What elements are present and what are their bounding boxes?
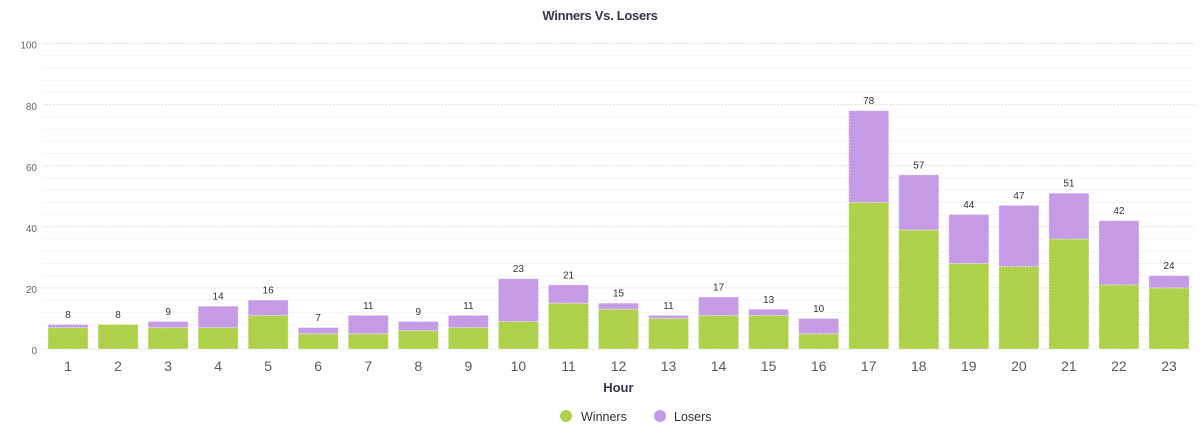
svg-text:57: 57 <box>913 160 925 171</box>
svg-text:78: 78 <box>863 96 875 107</box>
svg-text:47: 47 <box>1013 191 1025 202</box>
svg-text:Losers: Losers <box>674 410 712 424</box>
svg-text:11: 11 <box>561 358 576 374</box>
svg-text:3: 3 <box>164 358 172 374</box>
svg-text:15: 15 <box>613 289 625 300</box>
svg-text:42: 42 <box>1113 206 1125 217</box>
svg-text:14: 14 <box>711 358 727 374</box>
svg-text:7: 7 <box>364 358 372 374</box>
svg-text:8: 8 <box>414 358 422 374</box>
svg-text:40: 40 <box>26 224 38 235</box>
svg-text:23: 23 <box>513 264 525 275</box>
svg-text:Winners: Winners <box>581 410 627 424</box>
svg-text:13: 13 <box>763 295 775 306</box>
svg-text:21: 21 <box>1061 358 1077 374</box>
svg-text:18: 18 <box>911 358 927 374</box>
svg-text:0: 0 <box>31 346 37 357</box>
svg-text:11: 11 <box>663 301 674 312</box>
svg-text:10: 10 <box>511 358 527 374</box>
svg-text:19: 19 <box>961 358 977 374</box>
svg-text:5: 5 <box>264 358 272 374</box>
svg-text:24: 24 <box>1163 261 1175 272</box>
svg-text:9: 9 <box>165 307 171 318</box>
svg-text:23: 23 <box>1161 358 1177 374</box>
svg-text:21: 21 <box>563 270 575 281</box>
svg-text:7: 7 <box>315 313 321 324</box>
svg-text:22: 22 <box>1111 358 1127 374</box>
svg-text:1: 1 <box>64 358 72 374</box>
svg-text:6: 6 <box>314 358 322 374</box>
svg-text:11: 11 <box>363 301 374 312</box>
svg-text:Winners Vs. Losers: Winners Vs. Losers <box>542 8 657 23</box>
svg-text:15: 15 <box>761 358 777 374</box>
svg-text:16: 16 <box>811 358 827 374</box>
svg-text:2: 2 <box>114 358 122 374</box>
svg-text:80: 80 <box>26 102 38 113</box>
svg-text:51: 51 <box>1063 179 1075 190</box>
svg-text:20: 20 <box>26 285 38 296</box>
svg-text:9: 9 <box>416 307 422 318</box>
svg-text:20: 20 <box>1011 358 1027 374</box>
svg-text:Hour: Hour <box>603 380 633 395</box>
svg-text:44: 44 <box>963 200 975 211</box>
svg-text:60: 60 <box>26 163 38 174</box>
svg-text:8: 8 <box>115 310 121 321</box>
svg-text:13: 13 <box>661 358 677 374</box>
svg-text:8: 8 <box>65 310 71 321</box>
svg-text:14: 14 <box>213 292 225 303</box>
svg-text:17: 17 <box>861 358 877 374</box>
svg-text:10: 10 <box>813 304 825 315</box>
svg-text:100: 100 <box>20 41 37 52</box>
svg-text:4: 4 <box>214 358 222 374</box>
svg-text:11: 11 <box>463 301 474 312</box>
svg-text:12: 12 <box>611 358 627 374</box>
svg-text:16: 16 <box>263 286 275 297</box>
svg-text:9: 9 <box>465 358 473 374</box>
svg-text:17: 17 <box>713 283 725 294</box>
